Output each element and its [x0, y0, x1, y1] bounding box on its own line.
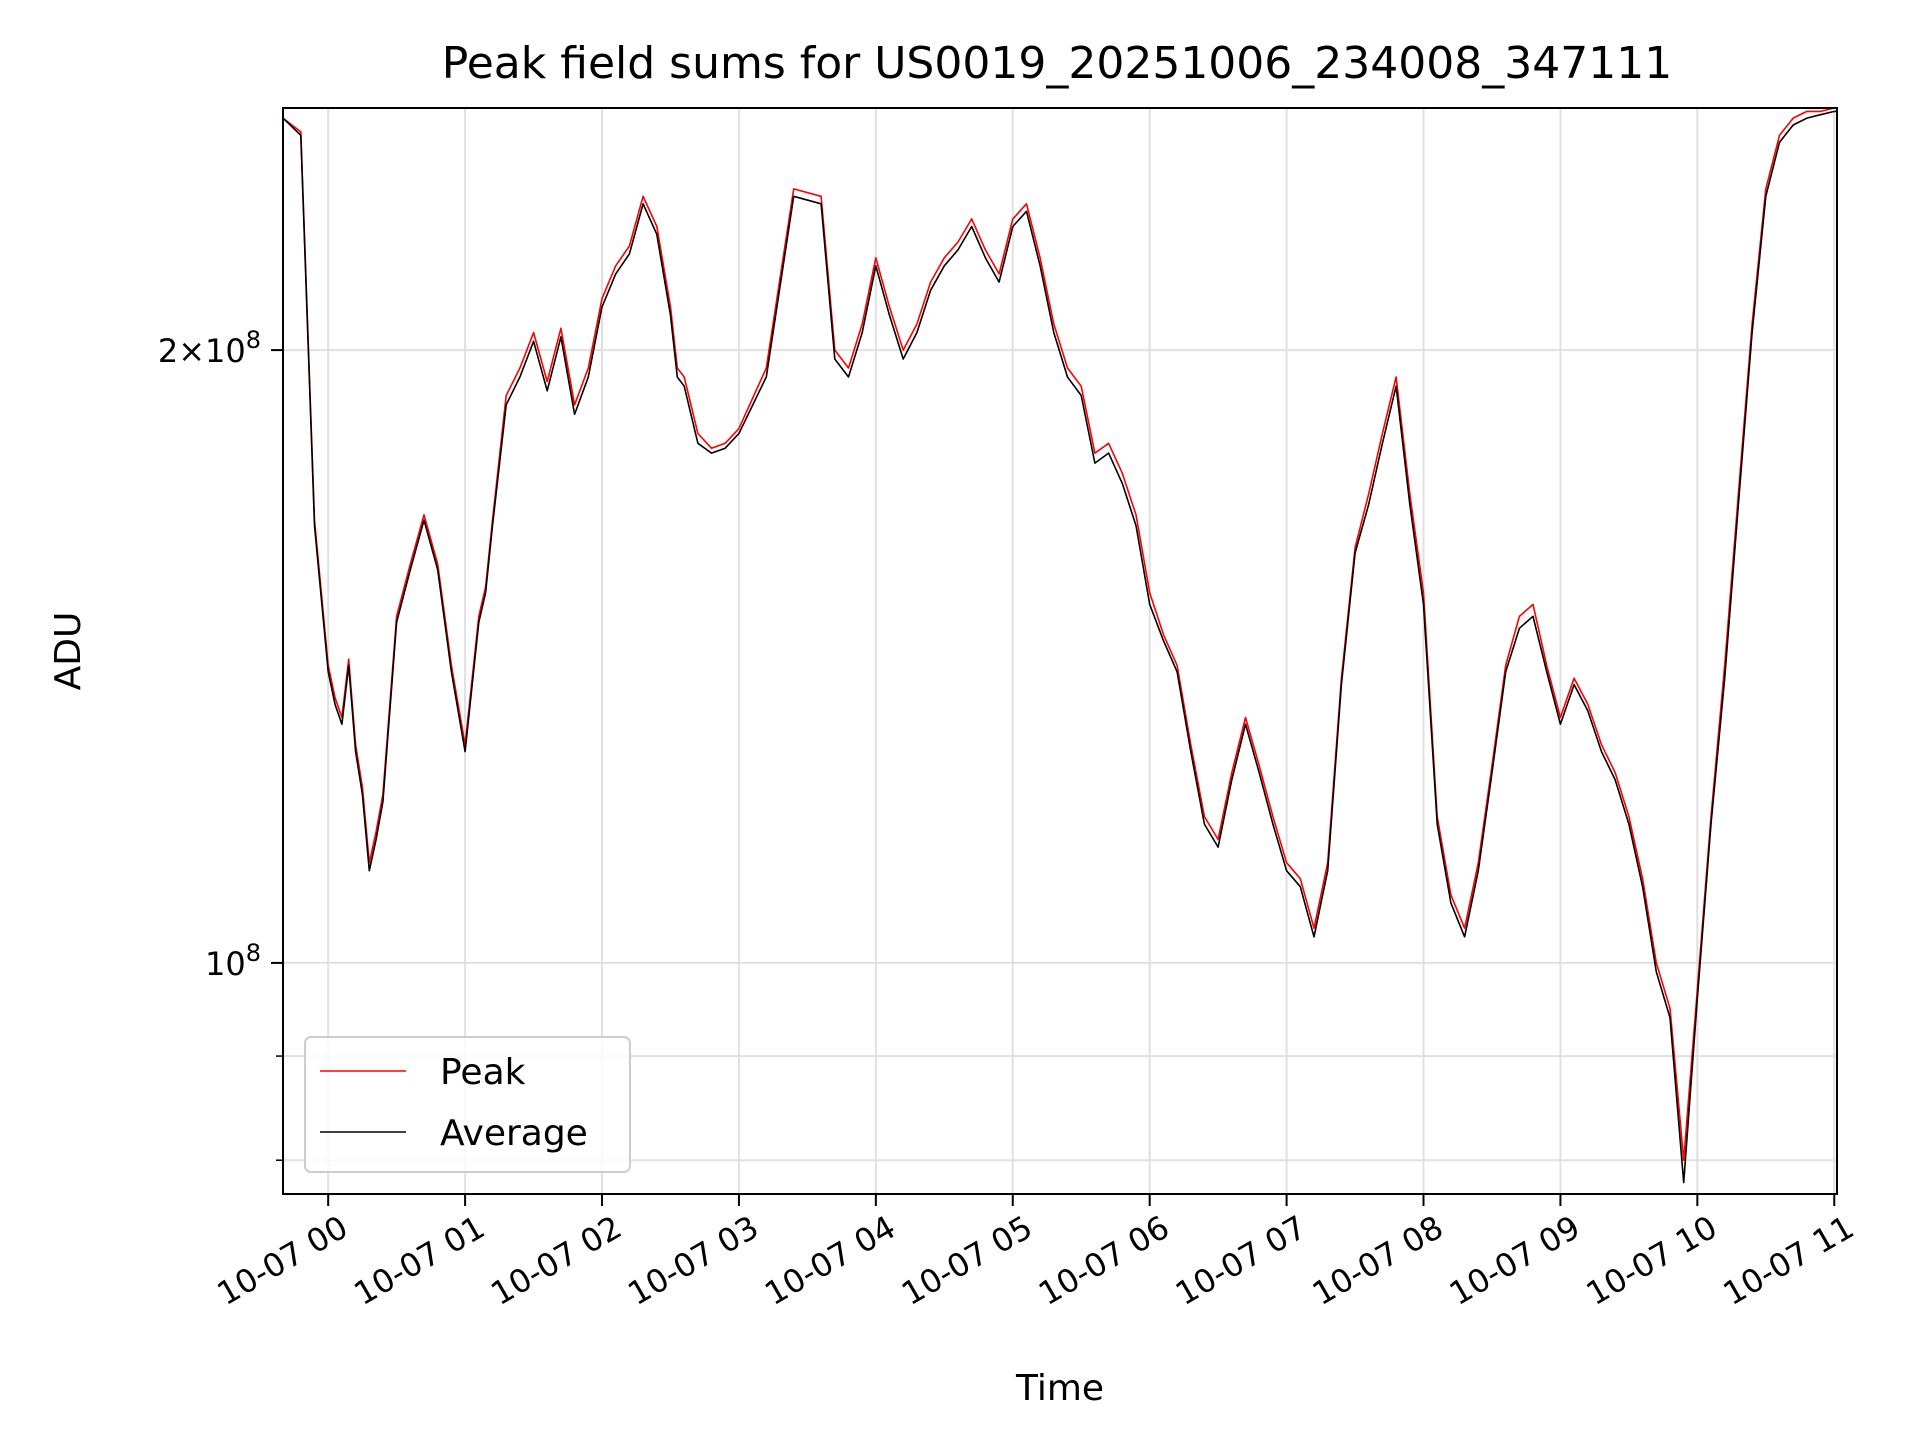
x-tick-label: 10-07 11	[1717, 1208, 1861, 1313]
x-tick-label: 10-07 06	[1032, 1208, 1176, 1313]
x-tick-label: 10-07 08	[1306, 1208, 1450, 1313]
chart-title: Peak field sums for US0019_20251006_2340…	[442, 38, 1672, 89]
y-axis-label: ADU	[48, 612, 89, 691]
legend-label-average: Average	[440, 1113, 588, 1154]
y-tick-label: 108	[205, 939, 261, 983]
series-line-average	[282, 110, 1837, 1184]
x-tick-label: 10-07 02	[484, 1208, 628, 1313]
x-tick-label: 10-07 05	[895, 1208, 1039, 1313]
legend-label-peak: Peak	[440, 1052, 526, 1093]
plot-frame	[282, 107, 1838, 1195]
x-tick-label: 10-07 04	[758, 1208, 902, 1313]
x-tick-label: 10-07 07	[1169, 1208, 1313, 1313]
legend: Peak Average	[304, 1036, 631, 1173]
x-tick-label: 10-07 10	[1580, 1208, 1724, 1313]
x-tick-label: 10-07 01	[347, 1208, 491, 1313]
y-axis: 108 2×108	[158, 326, 283, 1161]
series-group	[282, 107, 1837, 1184]
grid-lines	[283, 108, 1837, 1194]
y-tick-label: 2×108	[158, 326, 261, 370]
x-tick-label: 10-07 09	[1443, 1208, 1587, 1313]
x-tick-label: 10-07 00	[211, 1208, 355, 1313]
x-tick-label: 10-07 03	[621, 1208, 765, 1313]
series-line-peak	[282, 107, 1837, 1161]
x-axis-label: Time	[1015, 1368, 1104, 1409]
